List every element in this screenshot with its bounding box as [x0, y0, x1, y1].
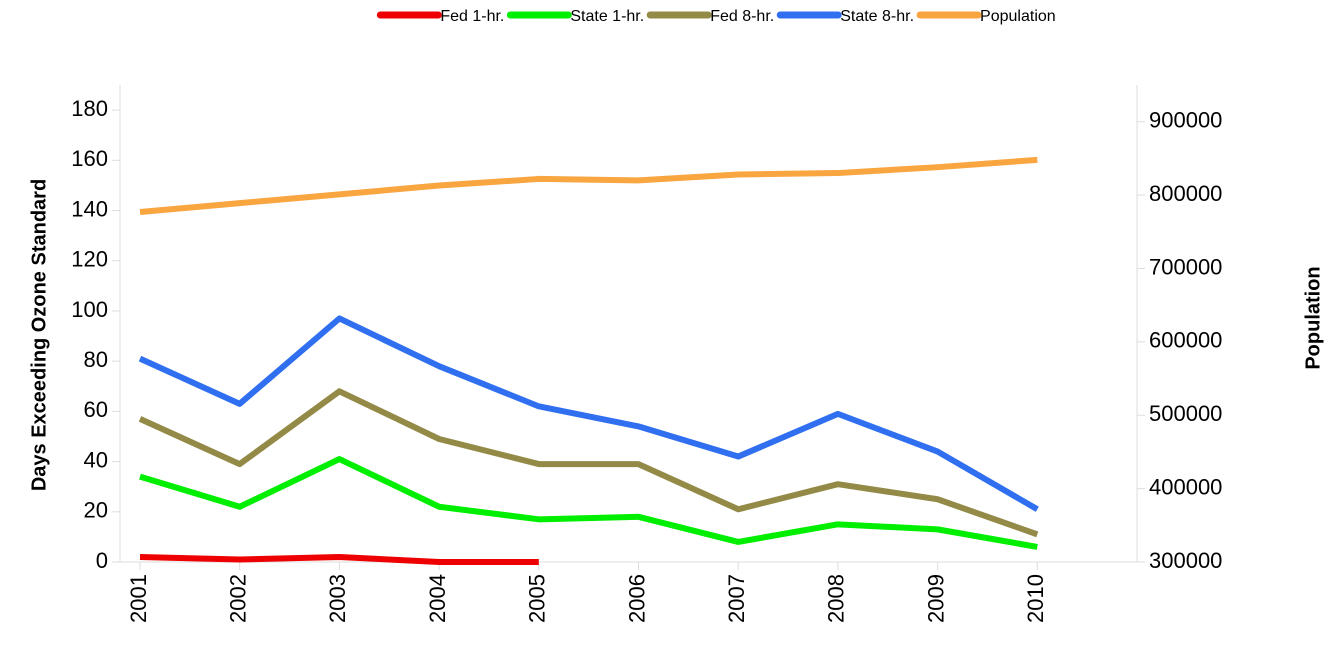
legend-label: State 1-hr.	[570, 8, 644, 25]
y2-tick-label: 700000	[1149, 254, 1222, 279]
series-line	[139, 456, 1038, 550]
x-tick-label: 2004	[425, 574, 450, 623]
y-tick-label: 0	[96, 548, 108, 573]
x-tick-label: 2009	[923, 574, 948, 623]
x-tick-label: 2005	[525, 574, 550, 623]
y-tick-label: 120	[71, 247, 108, 272]
x-tick-label: 2010	[1023, 574, 1048, 623]
legend-label: Fed 1-hr.	[440, 8, 504, 25]
x-tick-label: 2006	[624, 574, 649, 623]
x-tick-label: 2003	[325, 574, 350, 623]
legend-label: State 8-hr.	[840, 8, 914, 25]
y2-tick-label: 500000	[1149, 401, 1222, 426]
x-tick-label: 2007	[724, 574, 749, 623]
y-tick-label: 160	[71, 146, 108, 171]
y-tick-label: 140	[71, 196, 108, 221]
y2-tick-label: 800000	[1149, 181, 1222, 206]
series-line	[139, 553, 539, 565]
y2-tick-label: 300000	[1149, 548, 1222, 573]
x-tick-label: 2002	[226, 574, 251, 623]
y2-axis-title: Population	[1302, 266, 1324, 369]
y-tick-label: 80	[84, 347, 108, 372]
x-tick-label: 2001	[126, 574, 151, 623]
y-tick-label: 180	[71, 96, 108, 121]
y2-tick-label: 600000	[1149, 328, 1222, 353]
y-tick-label: 60	[84, 397, 108, 422]
y-tick-label: 100	[71, 297, 108, 322]
y-tick-label: 40	[84, 447, 108, 472]
series-line	[138, 315, 1039, 512]
y2-tick-label: 900000	[1149, 108, 1222, 133]
series-line	[138, 388, 1039, 538]
legend-label: Population	[980, 8, 1056, 25]
legend-label: Fed 8-hr.	[710, 8, 774, 25]
y-tick-label: 20	[84, 498, 108, 523]
y2-tick-label: 400000	[1149, 474, 1222, 499]
series-line	[139, 156, 1038, 215]
x-tick-label: 2008	[824, 574, 849, 623]
y-axis-title: Days Exceeding Ozone Standard	[28, 179, 50, 491]
